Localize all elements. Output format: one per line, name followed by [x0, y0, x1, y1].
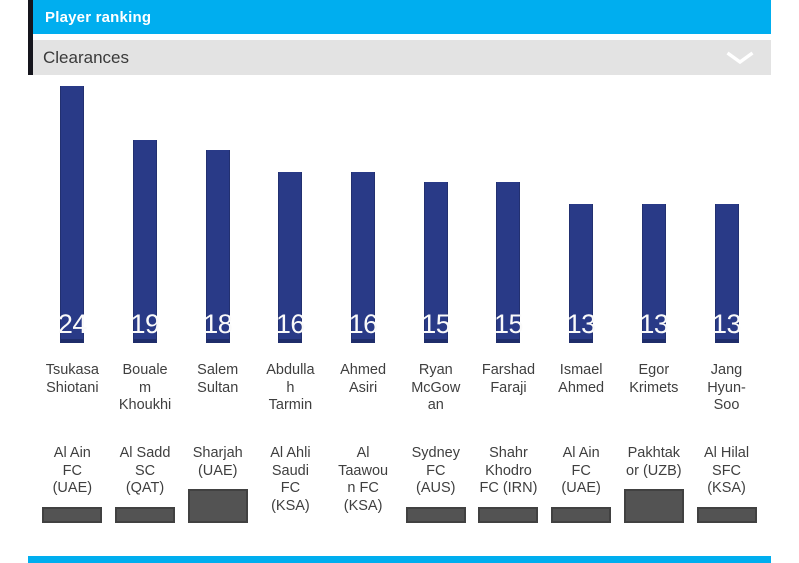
value-label: 13 — [566, 309, 597, 339]
club-cell: Al Ahli Saudi FC (KSA) — [254, 445, 327, 523]
value-label: 24 — [57, 309, 88, 339]
stat-selector-label: Clearances — [43, 47, 129, 67]
bar — [133, 140, 158, 343]
value-label: 15 — [421, 309, 451, 339]
player-name: Abdulla h Tarmin — [266, 362, 315, 413]
player-name: Ryan McGow an — [411, 362, 461, 413]
chevron-down-icon[interactable] — [725, 51, 755, 65]
player-name: Ahmed Asiri — [340, 362, 387, 396]
club-name: Sharjah (UAE) — [192, 445, 243, 479]
player-name: Salem Sultan — [197, 362, 239, 396]
value-label: 13 — [639, 309, 669, 339]
club-logo-placeholder — [551, 506, 612, 523]
club-cell: Pakhtak or (UZB) — [618, 445, 691, 523]
bar — [60, 86, 85, 343]
club-cell: Al Sadd SC (QAT) — [109, 445, 182, 523]
club-cell: Sharjah (UAE) — [181, 445, 254, 523]
value-label: 13 — [712, 309, 742, 339]
bar-zone: 24 — [36, 75, 109, 343]
player-column: 13 Jang Hyun- Soo Al Hilal SFC (KSA) — [690, 75, 763, 523]
bar-zone: 18 — [181, 75, 254, 343]
club-name: Sydney FC (AUS) — [411, 445, 460, 496]
value-label: 15 — [493, 309, 524, 339]
bar-zone: 13 — [690, 75, 763, 343]
club-name: Al Ahli Saudi FC (KSA) — [270, 445, 311, 514]
club-logo-placeholder — [405, 506, 466, 523]
bar-zone: 13 — [618, 75, 691, 343]
player-column: 13 Ismael Ahmed Al Ain FC (UAE) — [545, 75, 618, 523]
bar-zone: 15 — [472, 75, 545, 343]
club-cell: Al Hilal SFC (KSA) — [690, 445, 763, 523]
club-cell: Al Taawou n FC (KSA) — [327, 445, 400, 523]
widget-header: Player ranking Clearances — [28, 0, 771, 75]
bar — [714, 204, 739, 343]
player-name: Bouale m Khoukhi — [118, 362, 172, 413]
player-name: Tsukasa Shiotani — [45, 362, 99, 396]
club-cell: Al Ain FC (UAE) — [545, 445, 618, 523]
club-logo-placeholder — [187, 489, 248, 523]
club-name: Al Sadd SC (QAT) — [119, 445, 171, 496]
title-bar: Player ranking — [33, 0, 771, 34]
player-column: 24 Tsukasa Shiotani Al Ain FC (UAE) — [36, 75, 109, 523]
stat-selector-dropdown[interactable]: Clearances — [33, 40, 771, 75]
club-cell: Shahr Khodro FC (IRN) — [472, 445, 545, 523]
bar-zone: 16 — [327, 75, 400, 343]
bar-zone: 19 — [109, 75, 182, 343]
club-name: Al Ain FC (UAE) — [561, 445, 601, 496]
footer-accent-bar — [28, 556, 771, 563]
player-name: Farshad Faraji — [481, 362, 536, 396]
page-title: Player ranking — [45, 8, 152, 26]
club-logo-placeholder — [696, 506, 757, 523]
club-name: Pakhtak or (UZB) — [626, 445, 682, 479]
club-logo-placeholder — [478, 506, 539, 523]
value-label: 16 — [275, 309, 306, 339]
player-column: 18 Salem Sultan Sharjah (UAE) — [181, 75, 254, 523]
bar — [351, 172, 376, 343]
bar-zone: 16 — [254, 75, 327, 343]
player-column: 15 Ryan McGow an Sydney FC (AUS) — [399, 75, 472, 523]
player-ranking-widget: Player ranking Clearances 24 Tsukasa Shio… — [28, 0, 771, 563]
header-divider — [33, 34, 771, 40]
value-label: 16 — [348, 309, 379, 339]
player-column: 16 Ahmed Asiri Al Taawou n FC (KSA) — [327, 75, 400, 523]
club-logo-placeholder — [115, 506, 176, 523]
bar — [278, 172, 303, 343]
player-column: 15 Farshad Faraji Shahr Khodro FC (IRN) — [472, 75, 545, 523]
player-name: Ismael Ahmed — [558, 362, 605, 396]
club-logo-placeholder — [623, 489, 684, 523]
player-column: 13 Egor Krimets Pakhtak or (UZB) — [618, 75, 691, 523]
player-column: 16 Abdulla h Tarmin Al Ahli Saudi FC (KSA) — [254, 75, 327, 523]
club-cell: Sydney FC (AUS) — [399, 445, 472, 523]
bar — [423, 182, 448, 343]
club-name: Al Taawou n FC (KSA) — [338, 445, 389, 514]
club-name: Al Hilal SFC (KSA) — [703, 445, 750, 496]
value-label: 18 — [203, 309, 233, 339]
player-column: 19 Bouale m Khoukhi Al Sadd SC (QAT) — [109, 75, 182, 523]
club-logo-placeholder — [42, 506, 103, 523]
bar-zone: 15 — [399, 75, 472, 343]
player-name: Jang Hyun- Soo — [707, 362, 746, 413]
bar-zone: 13 — [545, 75, 618, 343]
club-name: Shahr Khodro FC (IRN) — [479, 445, 538, 496]
club-cell: Al Ain FC (UAE) — [36, 445, 109, 523]
bar — [569, 204, 594, 343]
player-name: Egor Krimets — [629, 362, 679, 396]
clearances-bar-chart: 24 Tsukasa Shiotani Al Ain FC (UAE) 19 Boua… — [36, 75, 763, 523]
bar — [205, 150, 230, 343]
bar — [641, 204, 666, 343]
bar — [496, 182, 521, 343]
value-label: 19 — [130, 309, 161, 339]
club-name: Al Ain FC (UAE) — [52, 445, 93, 496]
